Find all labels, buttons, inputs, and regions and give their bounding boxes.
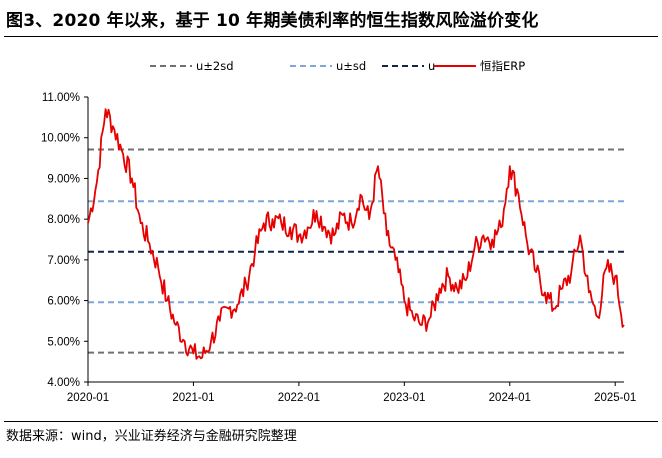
x-tick-label: 2025-01 (594, 392, 636, 404)
y-tick-label: 5.00% (47, 336, 80, 348)
x-tick-label: 2022-01 (278, 392, 320, 404)
source-divider (4, 421, 658, 422)
legend-label-恒指ERP: 恒指ERP (480, 59, 525, 73)
legend-label-u±2sd: u±2sd (196, 59, 234, 73)
x-tick-label: 2021-01 (172, 392, 214, 404)
x-tick-label: 2023-01 (383, 392, 425, 404)
y-tick-label: 4.00% (47, 377, 80, 389)
title-divider (4, 36, 658, 37)
reference-lines (88, 148, 624, 354)
y-tick-label: 11.00% (42, 92, 80, 104)
chart-legend: u±2sd u±sd u 恒指ERP (150, 59, 525, 73)
data-source-note: 数据来源：wind，兴业证券经济与金融研究院整理 (6, 429, 297, 444)
legend-label-u±sd: u±sd (336, 59, 366, 73)
chart-title: 图3、2020 年以来，基于 10 年期美债利率的恒生指数风险溢价变化 (6, 11, 539, 31)
erp-series-line (87, 108, 625, 360)
erp-chart: u±2sd u±sd u 恒指ERP 4.00% 5.00% 6.00% 7.00% 8.00… (41, 59, 636, 404)
y-tick-label: 6.00% (47, 296, 80, 308)
x-tick-label: 2024-01 (489, 392, 531, 404)
y-tick-label: 9.00% (47, 173, 80, 185)
series-layer (87, 108, 625, 360)
chart-axes: 4.00% 5.00% 6.00% 7.00% 8.00% 9.00% 10.00% 11.0… (41, 92, 636, 404)
y-tick-label: 7.00% (47, 255, 80, 267)
y-tick-label: 10.00% (41, 133, 80, 145)
legend-label-u: u (428, 59, 435, 73)
y-tick-label: 8.00% (47, 214, 80, 226)
x-tick-label: 2020-01 (67, 392, 109, 404)
